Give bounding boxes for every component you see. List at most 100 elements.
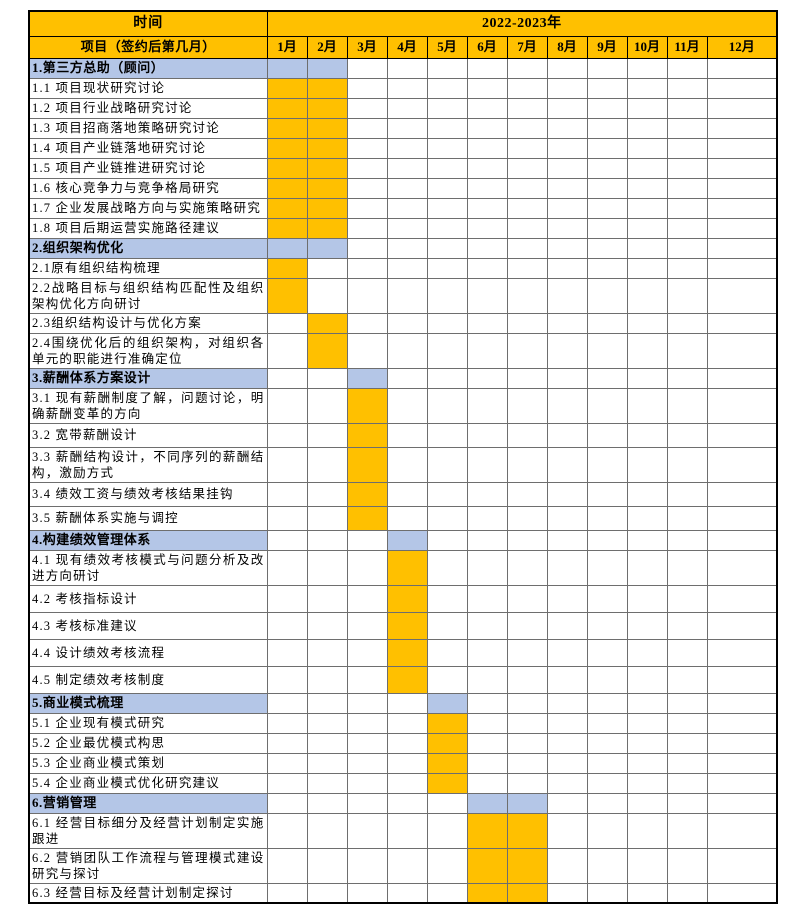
month-header-10: 10月 [626, 35, 668, 59]
gantt-bar-cell-2 [306, 117, 348, 139]
header-row-months: 项目（签约后第几月） 1月 2月 3月 4月 5月 6月 7月 8月 9月 10月 11月 12月 [28, 35, 778, 59]
gantt-bar-cell-11 [666, 752, 708, 774]
gantt-bar-cell-5 [426, 752, 468, 774]
section-month-cell-2 [306, 367, 348, 389]
gantt-bar-cell-5 [426, 157, 468, 179]
gantt-bar-cell-11 [666, 446, 708, 483]
section-month-cell-6 [466, 529, 508, 551]
gantt-bar-cell-7 [506, 772, 548, 794]
gantt-bar-cell-2 [306, 387, 348, 424]
gantt-bar-cell-4 [386, 332, 428, 369]
section-title: 1.第三方总助（顾问） [28, 57, 268, 79]
gantt-bar-cell-12 [706, 97, 778, 119]
task-row: 4.1 现有绩效考核模式与问题分析及改进方向研讨 [28, 549, 778, 586]
section-month-cell-6 [466, 57, 508, 79]
gantt-bar-cell-5 [426, 177, 468, 199]
gantt-bar-cell-11 [666, 157, 708, 179]
section-title: 6.营销管理 [28, 792, 268, 814]
gantt-bar-cell-8 [546, 446, 588, 483]
gantt-bar-cell-6 [466, 217, 508, 239]
gantt-bar-cell-4 [386, 712, 428, 734]
gantt-bar-cell-3 [346, 157, 388, 179]
section-month-cell-8 [546, 529, 588, 551]
gantt-bar-cell-3 [346, 505, 388, 531]
gantt-bar-cell-1 [266, 197, 308, 219]
task-label: 1.1 项目现状研究讨论 [28, 77, 268, 99]
gantt-bar-cell-9 [586, 312, 628, 334]
gantt-bar-cell-6 [466, 665, 508, 694]
month-header-5: 5月 [426, 35, 468, 59]
gantt-bar-cell-10 [626, 97, 668, 119]
section-month-cell-12 [706, 367, 778, 389]
gantt-bar-cell-10 [626, 312, 668, 334]
gantt-bar-cell-5 [426, 217, 468, 239]
gantt-bar-cell-6 [466, 97, 508, 119]
gantt-bar-cell-4 [386, 312, 428, 334]
gantt-bar-cell-11 [666, 584, 708, 613]
gantt-bar-cell-3 [346, 584, 388, 613]
section-month-cell-12 [706, 692, 778, 714]
gantt-bar-cell-6 [466, 257, 508, 279]
gantt-bar-cell-2 [306, 422, 348, 448]
task-label: 1.4 项目产业链落地研究讨论 [28, 137, 268, 159]
gantt-bar-cell-11 [666, 665, 708, 694]
gantt-bar-cell-8 [546, 117, 588, 139]
section-month-cell-7 [506, 529, 548, 551]
gantt-bar-cell-2 [306, 611, 348, 640]
section-month-cell-5 [426, 792, 468, 814]
section-month-cell-7 [506, 367, 548, 389]
gantt-bar-cell-8 [546, 332, 588, 369]
gantt-bar-cell-1 [266, 772, 308, 794]
section-month-cell-12 [706, 792, 778, 814]
gantt-bar-cell-6 [466, 712, 508, 734]
section-month-cell-11 [666, 792, 708, 814]
gantt-bar-cell-3 [346, 772, 388, 794]
gantt-bar-cell-11 [666, 197, 708, 219]
gantt-bar-cell-8 [546, 847, 588, 884]
gantt-bar-cell-9 [586, 277, 628, 314]
gantt-bar-cell-3 [346, 549, 388, 586]
gantt-bar-cell-1 [266, 446, 308, 483]
gantt-bar-cell-3 [346, 847, 388, 884]
section-month-cell-4 [386, 57, 428, 79]
gantt-bar-cell-8 [546, 277, 588, 314]
task-label: 4.4 设计绩效考核流程 [28, 638, 268, 667]
gantt-bar-cell-4 [386, 117, 428, 139]
gantt-bar-cell-6 [466, 387, 508, 424]
gantt-bar-cell-10 [626, 77, 668, 99]
section-month-cell-2 [306, 529, 348, 551]
gantt-bar-cell-5 [426, 77, 468, 99]
task-row: 6.1 经营目标细分及经营计划制定实施跟进 [28, 812, 778, 849]
gantt-bar-cell-12 [706, 732, 778, 754]
gantt-bar-cell-4 [386, 387, 428, 424]
gantt-bar-cell-4 [386, 752, 428, 774]
gantt-schedule: 时间 2022-2023年 项目（签约后第几月） 1月 2月 3月 4月 5月 6月 7月 8… [28, 10, 779, 904]
task-label: 1.8 项目后期运营实施路径建议 [28, 217, 268, 239]
section-month-cell-9 [586, 529, 628, 551]
gantt-bar-cell-12 [706, 772, 778, 794]
gantt-bar-cell-9 [586, 665, 628, 694]
gantt-bar-cell-5 [426, 332, 468, 369]
section-month-cell-11 [666, 367, 708, 389]
task-row: 5.1 企业现有模式研究 [28, 712, 778, 734]
gantt-bar-cell-3 [346, 137, 388, 159]
task-row: 1.4 项目产业链落地研究讨论 [28, 137, 778, 159]
gantt-bar-cell-6 [466, 332, 508, 369]
gantt-bar-cell-4 [386, 505, 428, 531]
gantt-bar-cell-11 [666, 732, 708, 754]
gantt-bar-cell-5 [426, 422, 468, 448]
gantt-bar-cell-8 [546, 312, 588, 334]
section-header-row: 3.薪酬体系方案设计 [28, 367, 778, 389]
section-title: 5.商业模式梳理 [28, 692, 268, 714]
gantt-bar-cell-11 [666, 97, 708, 119]
gantt-bar-cell-2 [306, 505, 348, 531]
section-month-cell-6 [466, 367, 508, 389]
section-month-cell-5 [426, 237, 468, 259]
gantt-bar-cell-12 [706, 712, 778, 734]
gantt-bar-cell-7 [506, 505, 548, 531]
section-month-cell-10 [626, 57, 668, 79]
month-header-9: 9月 [586, 35, 628, 59]
gantt-bar-cell-8 [546, 217, 588, 239]
gantt-bar-cell-12 [706, 332, 778, 369]
month-header-8: 8月 [546, 35, 588, 59]
